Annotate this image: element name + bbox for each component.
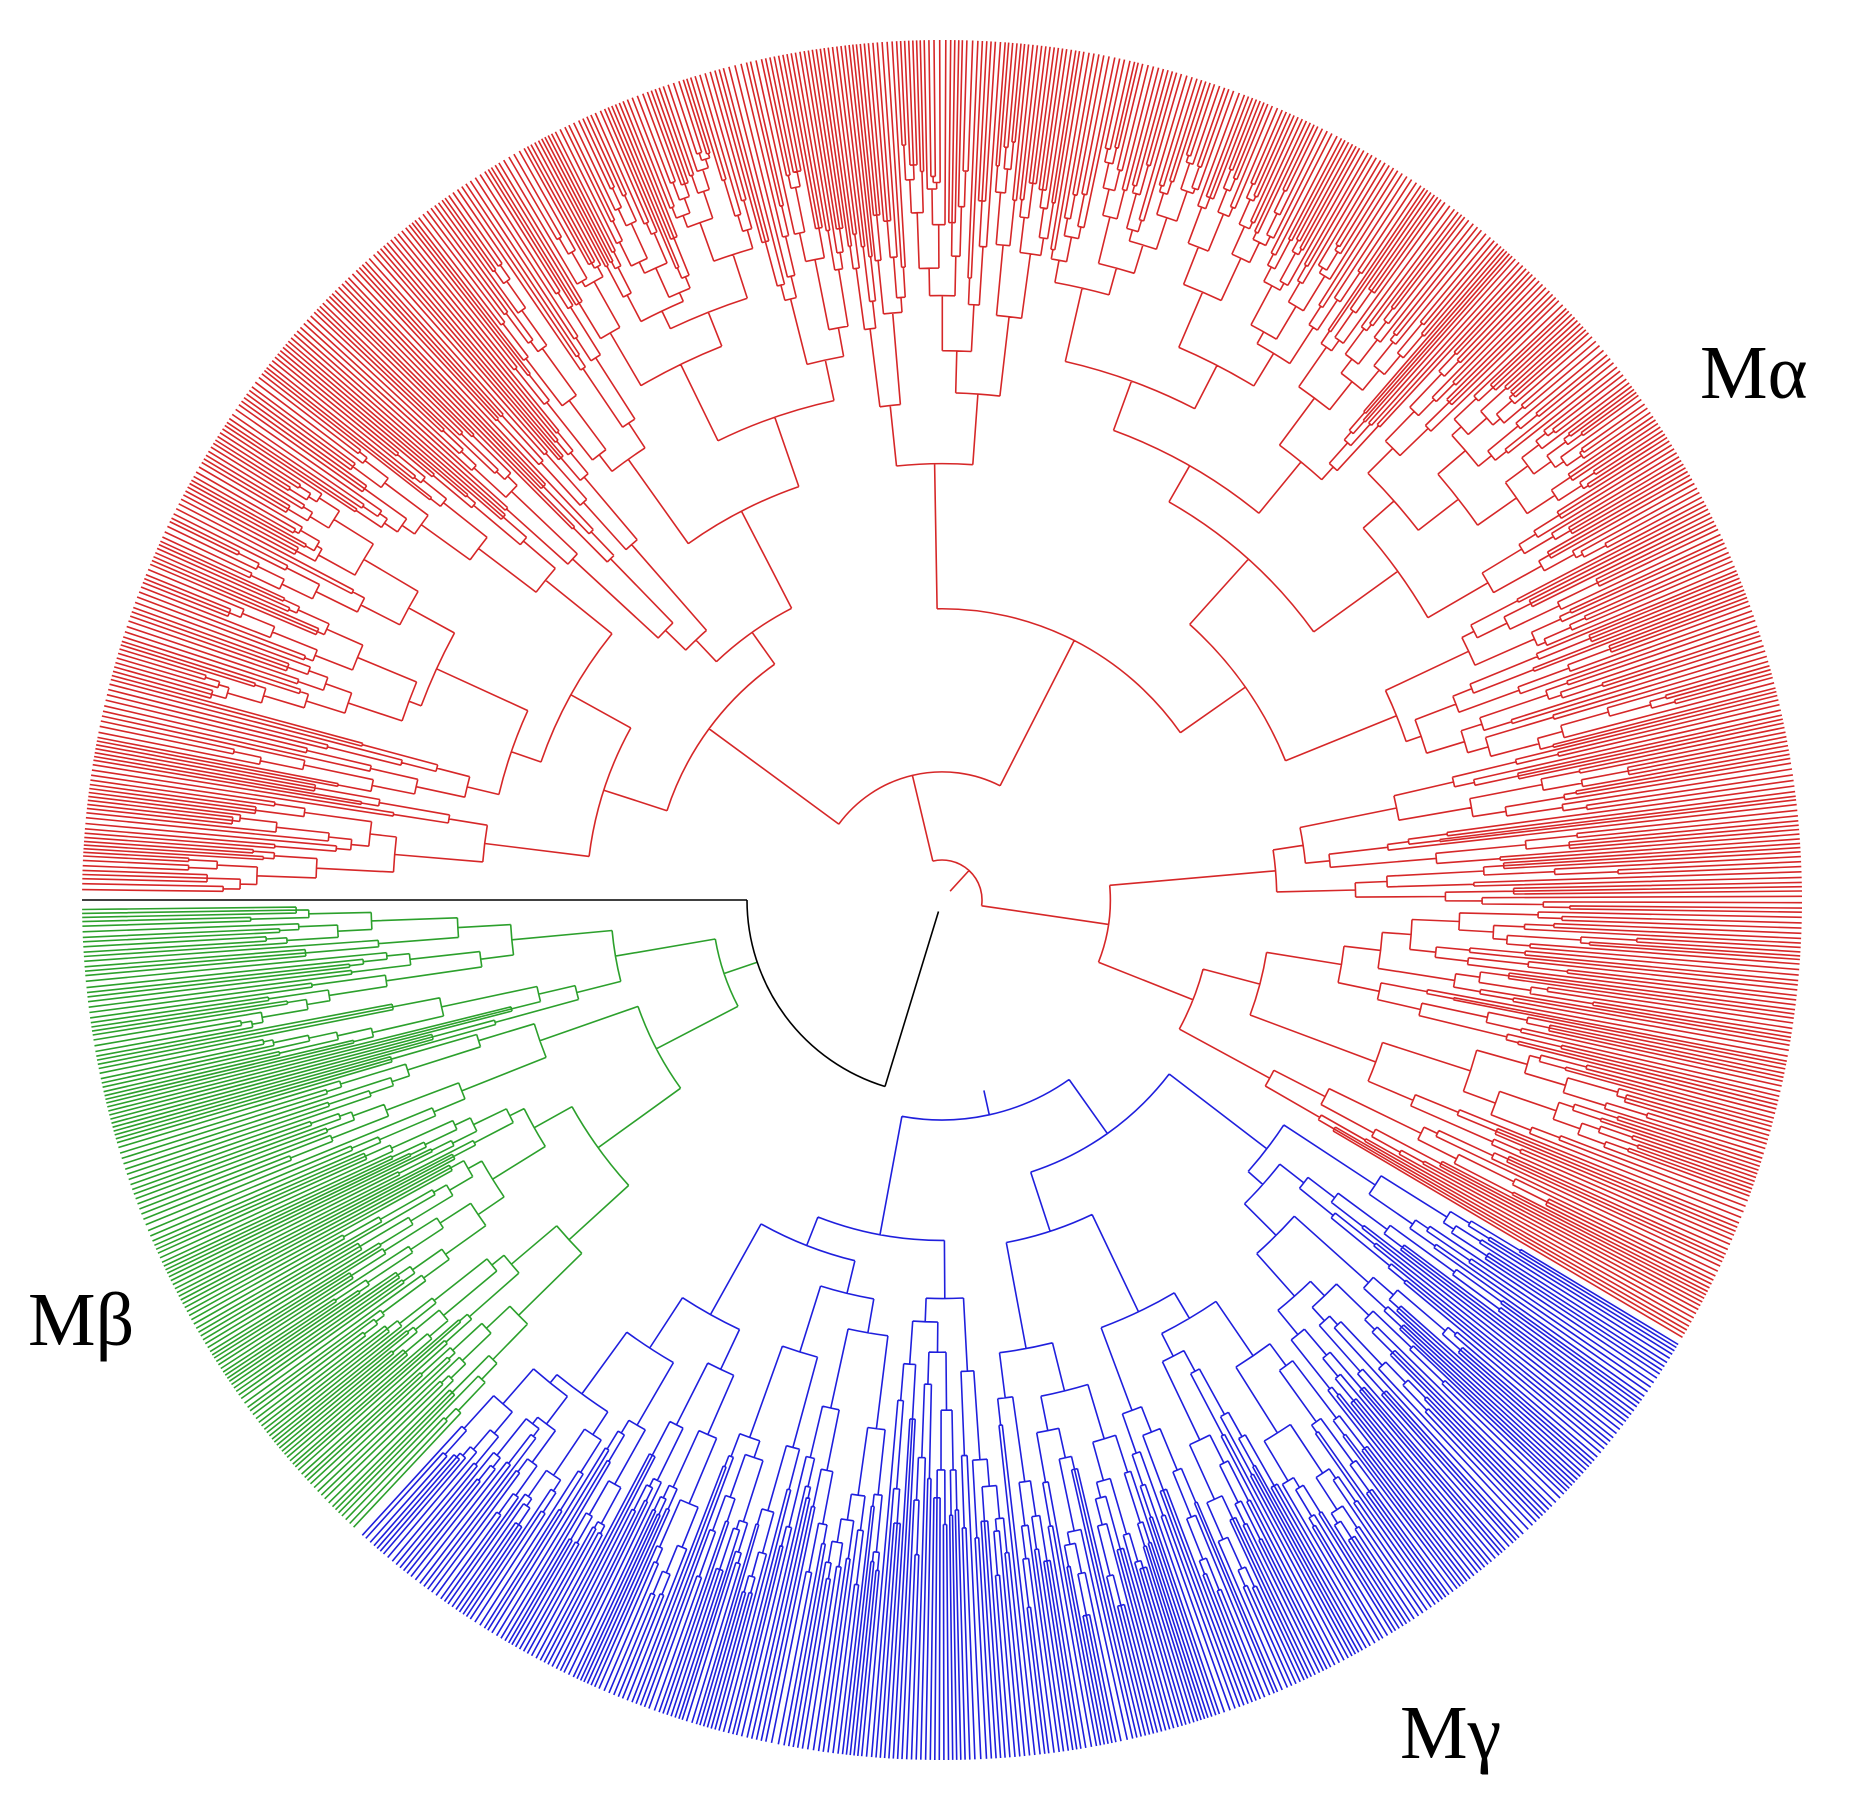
clade-label: Mγ bbox=[1400, 1691, 1501, 1775]
clade-alpha bbox=[82, 39, 1803, 1338]
clade-label: Mβ bbox=[28, 1278, 134, 1362]
clade-label: Mα bbox=[1700, 331, 1807, 415]
root-branch bbox=[82, 899, 940, 1088]
clade-beta bbox=[82, 906, 758, 1528]
clade-gamma bbox=[361, 1073, 1679, 1761]
